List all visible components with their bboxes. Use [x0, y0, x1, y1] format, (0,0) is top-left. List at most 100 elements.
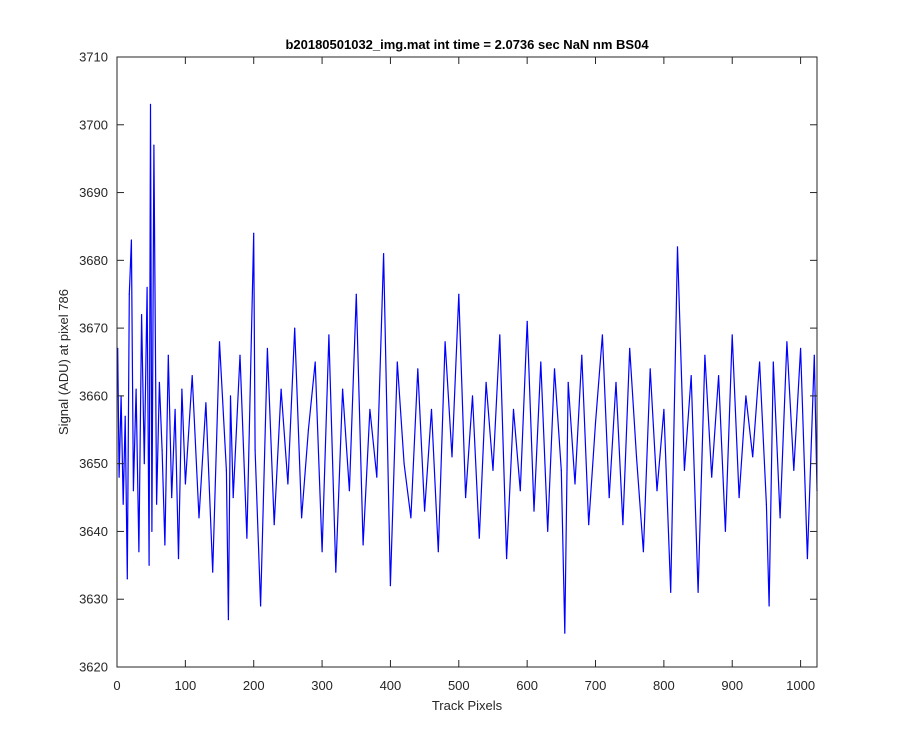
data-point: [786, 341, 788, 343]
x-tick-label: 0: [113, 678, 120, 693]
data-point: [141, 314, 143, 316]
data-point: [752, 456, 754, 458]
y-tick-label: 3620: [79, 660, 108, 675]
data-point: [567, 381, 569, 383]
data-layer: [117, 103, 818, 634]
data-point: [253, 232, 255, 234]
data-point: [132, 490, 134, 492]
x-tick-label: 100: [175, 678, 197, 693]
data-point: [731, 334, 733, 336]
data-point: [519, 490, 521, 492]
data-point: [314, 361, 316, 363]
x-axis-label: Track Pixels: [432, 698, 503, 713]
data-point: [355, 293, 357, 295]
data-point: [499, 334, 501, 336]
data-point: [151, 530, 153, 533]
x-tick-label: 300: [311, 678, 333, 693]
series-line-0: [117, 104, 818, 634]
data-point: [601, 334, 604, 336]
data-point: [229, 395, 232, 397]
data-point: [506, 558, 508, 560]
data-point: [273, 524, 275, 526]
y-tick-label: 3630: [79, 592, 108, 607]
data-point: [135, 388, 137, 390]
tick-layer: 0 100 200 300 400 500 600 700 800 900 1000 3620 3630…: [79, 50, 817, 693]
y-tick-label: 3680: [79, 253, 108, 268]
x-tick-label: 500: [448, 678, 470, 693]
data-point: [588, 524, 590, 526]
data-point: [239, 354, 241, 356]
data-point: [465, 497, 467, 499]
data-point: [437, 551, 439, 553]
data-point: [348, 490, 350, 492]
y-tick-label: 3650: [79, 456, 108, 471]
data-point: [560, 469, 562, 471]
y-tick-label: 3670: [79, 321, 108, 336]
data-point: [540, 361, 542, 363]
data-point: [471, 395, 474, 397]
data-point: [118, 476, 120, 478]
data-point: [533, 510, 535, 512]
data-point: [128, 293, 130, 295]
data-point: [164, 544, 166, 546]
y-tick-label: 3660: [79, 388, 108, 403]
data-point: [376, 476, 378, 478]
data-point: [396, 361, 398, 363]
data-point: [232, 497, 234, 499]
x-tick-label: 700: [585, 678, 607, 693]
data-point: [581, 354, 583, 356]
data-point: [158, 381, 160, 383]
data-point: [430, 408, 433, 410]
data-point: [512, 408, 515, 410]
data-point: [711, 476, 713, 478]
data-point: [342, 388, 344, 390]
data-point: [184, 483, 186, 485]
data-point: [526, 320, 528, 322]
data-point: [403, 463, 405, 465]
data-point: [615, 381, 617, 383]
data-point: [806, 558, 809, 560]
data-point: [171, 497, 173, 499]
x-tick-label: 600: [516, 678, 538, 693]
data-point: [227, 619, 229, 621]
data-point: [779, 517, 781, 519]
data-point: [676, 246, 679, 248]
data-point: [307, 429, 309, 431]
x-tick-label: 800: [653, 678, 675, 693]
data-point: [161, 449, 163, 451]
data-point: [492, 469, 494, 471]
data-point: [478, 537, 480, 539]
data-point: [553, 368, 556, 370]
data-point: [254, 449, 256, 451]
data-point: [690, 375, 692, 377]
data-point: [670, 591, 672, 594]
data-point: [642, 551, 645, 553]
data-point: [718, 375, 720, 377]
data-point: [564, 632, 566, 634]
data-point: [389, 585, 391, 587]
data-point: [417, 368, 419, 370]
y-tick-label: 3700: [79, 117, 108, 132]
data-point: [759, 361, 761, 363]
data-point: [663, 408, 665, 410]
data-point: [212, 571, 214, 573]
data-point: [149, 103, 152, 105]
data-point: [629, 347, 631, 349]
data-point: [280, 388, 282, 390]
data-point: [266, 347, 268, 349]
data-point: [458, 293, 460, 295]
data-point: [153, 144, 155, 146]
data-point: [122, 503, 124, 505]
y-tick-label: 3640: [79, 524, 108, 539]
data-point: [724, 530, 727, 533]
x-tick-label: 200: [243, 678, 265, 693]
data-point: [369, 408, 371, 410]
data-point: [594, 422, 597, 424]
y-tick-label: 3710: [79, 50, 108, 65]
data-point: [683, 469, 686, 471]
data-point: [656, 490, 658, 492]
data-point: [622, 524, 624, 526]
data-point: [813, 354, 815, 356]
plot-area: [117, 57, 817, 667]
